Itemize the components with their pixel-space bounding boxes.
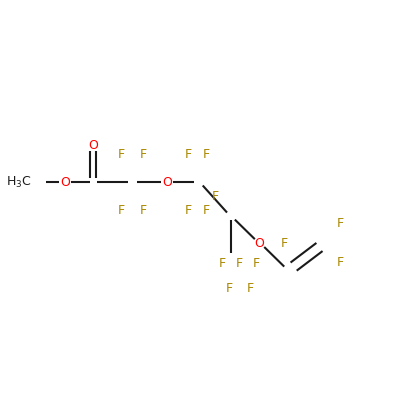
Text: F: F — [118, 148, 125, 161]
Text: F: F — [184, 204, 192, 217]
Text: F: F — [212, 190, 219, 202]
Text: H$_3$C: H$_3$C — [6, 175, 31, 190]
Text: F: F — [337, 217, 344, 230]
Text: F: F — [226, 282, 232, 295]
Text: F: F — [203, 204, 210, 217]
Text: F: F — [140, 204, 147, 217]
Text: F: F — [281, 237, 288, 250]
Text: O: O — [88, 139, 98, 152]
Text: F: F — [253, 257, 260, 270]
Text: O: O — [162, 176, 172, 189]
Text: F: F — [203, 148, 210, 161]
Text: F: F — [337, 256, 344, 269]
Text: O: O — [60, 176, 70, 189]
Text: F: F — [184, 148, 192, 161]
Text: F: F — [140, 148, 147, 161]
Text: F: F — [247, 282, 254, 295]
Text: F: F — [236, 257, 243, 270]
Text: F: F — [118, 204, 125, 217]
Text: O: O — [255, 236, 264, 250]
Text: F: F — [219, 257, 226, 270]
